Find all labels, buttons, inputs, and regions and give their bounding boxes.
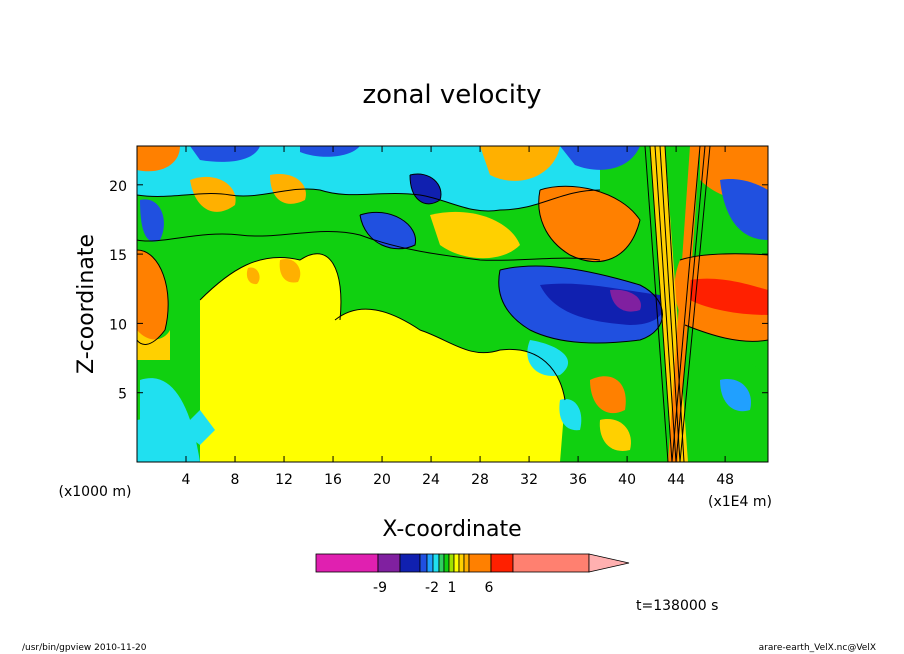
y-tick-label: 5 [118, 387, 127, 403]
colorbar-level-label: -9 [373, 580, 387, 596]
colorbar-level-label: 6 [485, 580, 494, 596]
y-axis: 5 10 15 20 [109, 179, 768, 403]
x-tick-label: 44 [667, 472, 685, 488]
x-tick-label: 48 [716, 472, 734, 488]
colorbar-level-label: -2 [425, 580, 439, 596]
x-tick-label: 28 [471, 472, 489, 488]
x-tick-label: 8 [231, 472, 240, 488]
x-tick-label: 16 [324, 472, 342, 488]
colorbar-swatch [458, 553, 465, 573]
colorbar-arrow [588, 553, 630, 573]
colorbar-swatch [377, 553, 401, 573]
colorbar-swatch [448, 553, 455, 573]
y-tick-label: 15 [109, 248, 127, 264]
colorbar-swatch [426, 553, 434, 573]
colorbar-swatch [315, 553, 379, 573]
colorbar-swatch [432, 553, 440, 573]
colorbar-swatch [512, 553, 590, 573]
x-unit-label: (x1E4 m) [708, 494, 772, 510]
colorbar [315, 553, 630, 573]
colorbar-swatch [490, 553, 514, 573]
x-tick-label: 36 [569, 472, 587, 488]
y-tick-label: 20 [109, 179, 127, 195]
y-tick-label: 10 [109, 317, 127, 333]
x-tick-label: 12 [275, 472, 293, 488]
time-annotation: t=138000 s [636, 598, 718, 614]
colorbar-swatch [419, 553, 428, 573]
chart-title: zonal velocity [362, 80, 541, 110]
footer-left: /usr/bin/gpview 2010-11-20 [22, 643, 147, 653]
y-unit-label: (x1000 m) [59, 484, 132, 500]
colorbar-level-label: 1 [448, 580, 457, 596]
x-tick-label: 24 [422, 472, 440, 488]
colorbar-swatch [399, 553, 421, 573]
footer-right: arare-earth_VelX.nc@VelX [759, 643, 876, 653]
colorbar-swatch [443, 553, 450, 573]
x-axis: 4 8 12 16 20 24 28 32 36 40 44 48 [182, 146, 734, 488]
colorbar-swatch [463, 553, 470, 573]
colorbar-swatch [438, 553, 445, 573]
x-tick-label: 40 [618, 472, 636, 488]
x-axis-label: X-coordinate [382, 517, 521, 542]
colorbar-swatch [453, 553, 460, 573]
x-tick-label: 4 [182, 472, 191, 488]
heatmap-field [137, 146, 768, 462]
x-tick-label: 32 [520, 472, 538, 488]
plot-frame [136, 145, 769, 463]
colorbar-labels: -9 -2 1 6 [373, 580, 494, 596]
colorbar-swatch [468, 553, 492, 573]
y-axis-label: Z-coordinate [74, 234, 99, 374]
x-tick-label: 20 [373, 472, 391, 488]
